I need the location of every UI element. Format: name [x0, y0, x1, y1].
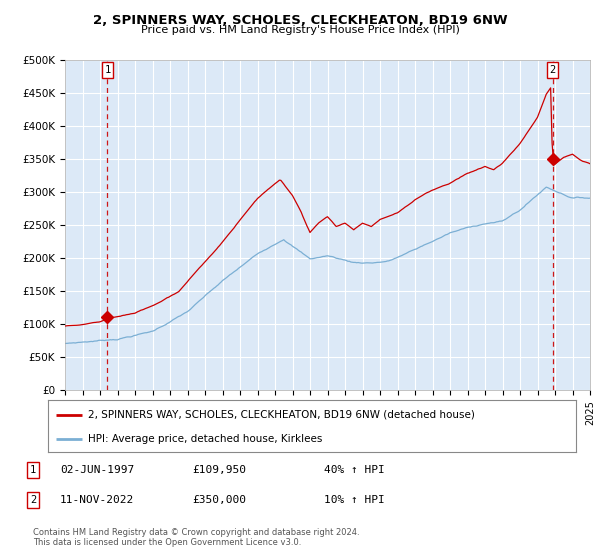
Text: 10% ↑ HPI: 10% ↑ HPI	[324, 495, 385, 505]
Text: 2, SPINNERS WAY, SCHOLES, CLECKHEATON, BD19 6NW: 2, SPINNERS WAY, SCHOLES, CLECKHEATON, B…	[92, 14, 508, 27]
Text: 02-JUN-1997: 02-JUN-1997	[60, 465, 134, 475]
Text: 40% ↑ HPI: 40% ↑ HPI	[324, 465, 385, 475]
Text: 1: 1	[104, 65, 110, 75]
Text: 2, SPINNERS WAY, SCHOLES, CLECKHEATON, BD19 6NW (detached house): 2, SPINNERS WAY, SCHOLES, CLECKHEATON, B…	[88, 409, 475, 419]
Text: 1: 1	[30, 465, 36, 475]
Text: 11-NOV-2022: 11-NOV-2022	[60, 495, 134, 505]
Text: HPI: Average price, detached house, Kirklees: HPI: Average price, detached house, Kirk…	[88, 434, 322, 444]
Text: £109,950: £109,950	[192, 465, 246, 475]
Text: 2: 2	[550, 65, 556, 75]
Text: Price paid vs. HM Land Registry's House Price Index (HPI): Price paid vs. HM Land Registry's House …	[140, 25, 460, 35]
Text: 2: 2	[30, 495, 36, 505]
Text: Contains HM Land Registry data © Crown copyright and database right 2024.
This d: Contains HM Land Registry data © Crown c…	[33, 528, 359, 548]
Text: £350,000: £350,000	[192, 495, 246, 505]
